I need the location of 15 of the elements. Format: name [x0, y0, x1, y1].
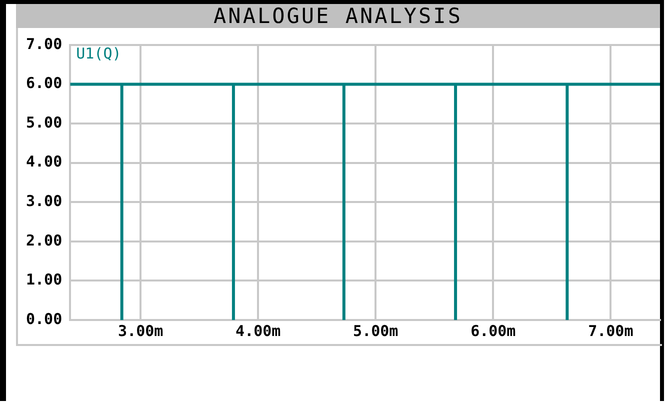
x-tick-label: 4.00m: [236, 322, 281, 340]
y-tick-label: 2.00: [26, 231, 62, 250]
series-label: U1(Q): [76, 44, 122, 62]
chart-title: ANALOGUE ANALYSIS: [16, 4, 660, 28]
x-tick-label: 7.00m: [588, 322, 634, 340]
y-tick-label: 0.00: [26, 310, 62, 328]
x-tick-label: 5.00m: [353, 322, 398, 340]
y-tick-label: 7.00: [26, 34, 62, 53]
y-tick-label: 4.00: [26, 152, 62, 171]
y-tick-label: 5.00: [26, 113, 62, 132]
x-tick-label: 6.00m: [470, 322, 516, 340]
y-tick-label: 1.00: [26, 270, 62, 289]
y-tick-label: 3.00: [26, 192, 62, 210]
x-tick-label: 3.00m: [118, 322, 164, 340]
y-tick-label: 6.00: [26, 74, 62, 92]
